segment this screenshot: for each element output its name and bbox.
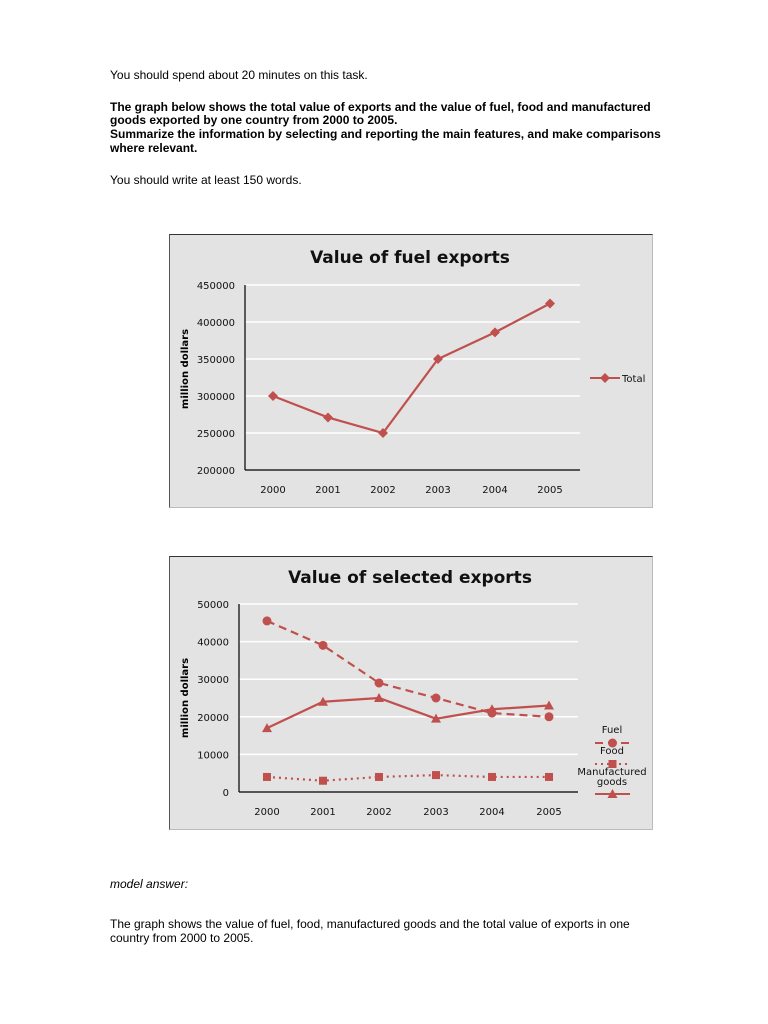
series-line-manufactured-goods — [266, 696, 550, 730]
y-tick-label: 350000 — [197, 355, 235, 366]
series-line-total — [272, 302, 551, 435]
y-tick-label: 20000 — [197, 713, 229, 724]
data-point-food — [432, 771, 440, 780]
y-tick-label: 30000 — [197, 675, 229, 686]
data-point-manufactured-goods — [262, 723, 272, 733]
data-point-manufactured-goods — [487, 704, 497, 714]
data-point-manufactured-goods — [374, 693, 384, 702]
legend-label-manufactured-goods: Manufactured — [577, 767, 646, 778]
data-point-total — [545, 298, 555, 309]
legend-label-manufactured-goods-cont: goods — [597, 777, 627, 788]
data-point-total — [268, 391, 278, 401]
y-tick-label: 250000 — [197, 429, 235, 440]
data-point-manufactured-goods — [431, 713, 441, 723]
y-axis-label: million dollars — [180, 658, 191, 738]
data-point-food — [319, 776, 327, 785]
legend-label-fuel: Fuel — [602, 725, 622, 736]
data-point-total — [378, 428, 388, 438]
model-answer-label: model answer: — [110, 877, 189, 891]
y-tick-label: 200000 — [197, 466, 235, 477]
chart-title: Value of selected exports — [288, 568, 532, 588]
y-tick-label: 40000 — [197, 638, 229, 649]
x-tick-label: 2002 — [370, 485, 395, 496]
data-point-food — [545, 772, 553, 781]
x-tick-label: 2002 — [366, 807, 391, 818]
task-line-1: The graph below shows the total value of… — [110, 100, 651, 114]
data-point-fuel — [374, 678, 384, 688]
x-tick-label: 2000 — [254, 807, 279, 818]
legend-marker-fuel — [608, 738, 617, 748]
time-instruction: You should spend about 20 minutes on thi… — [110, 68, 368, 82]
x-tick-label: 2001 — [310, 807, 335, 818]
data-point-total — [323, 412, 333, 423]
data-point-food — [375, 772, 383, 781]
y-tick-label: 300000 — [197, 392, 235, 403]
word-count-instruction: You should write at least 150 words. — [110, 173, 302, 187]
x-tick-label: 2005 — [537, 485, 562, 496]
legend-marker-total — [600, 373, 610, 383]
x-tick-label: 2001 — [315, 485, 340, 496]
data-point-fuel — [262, 616, 272, 626]
y-tick-label: 400000 — [197, 318, 235, 329]
y-tick-label: 50000 — [197, 600, 229, 611]
x-tick-label: 2000 — [260, 485, 285, 496]
fuel-exports-chart-svg: Value of fuel exports million dollars 20… — [180, 248, 645, 496]
data-point-manufactured-goods — [544, 700, 554, 710]
data-point-manufactured-goods — [318, 696, 328, 706]
y-tick-label: 0 — [223, 788, 229, 799]
series-line-food — [266, 773, 549, 782]
data-point-fuel — [318, 640, 328, 650]
x-tick-label: 2003 — [423, 807, 448, 818]
fuel-exports-chart: Value of fuel exports million dollars 20… — [169, 234, 653, 508]
legend-label-food: Food — [600, 746, 624, 757]
legend-marker-manufactured-goods — [607, 789, 618, 798]
task-line-4: where relevant. — [110, 141, 198, 155]
data-point-fuel — [544, 712, 554, 722]
x-tick-label: 2003 — [425, 485, 450, 496]
x-tick-label: 2005 — [536, 807, 561, 818]
x-tick-label: 2004 — [479, 807, 504, 818]
data-point-total — [490, 327, 500, 338]
legend-label-total: Total — [621, 374, 645, 385]
model-answer-line-2: country from 2000 to 2005. — [110, 931, 254, 945]
selected-exports-chart: Value of selected exports million dollar… — [169, 556, 653, 830]
task-line-2: goods exported by one country from 2000 … — [110, 113, 398, 127]
task-line-3: Summarize the information by selecting a… — [110, 127, 661, 141]
chart-title: Value of fuel exports — [310, 248, 510, 268]
y-axis-label: million dollars — [180, 329, 191, 409]
y-tick-label: 450000 — [197, 281, 235, 292]
legend-marker-food — [608, 760, 617, 768]
data-point-total — [433, 354, 443, 364]
x-tick-label: 2004 — [482, 485, 507, 496]
y-tick-label: 10000 — [197, 750, 229, 761]
selected-exports-chart-svg: Value of selected exports million dollar… — [180, 568, 647, 818]
data-point-food — [263, 772, 271, 781]
data-point-food — [488, 772, 496, 781]
series-line-fuel — [266, 619, 550, 718]
model-answer-line-1: The graph shows the value of fuel, food,… — [110, 917, 630, 931]
data-point-fuel — [431, 693, 441, 703]
